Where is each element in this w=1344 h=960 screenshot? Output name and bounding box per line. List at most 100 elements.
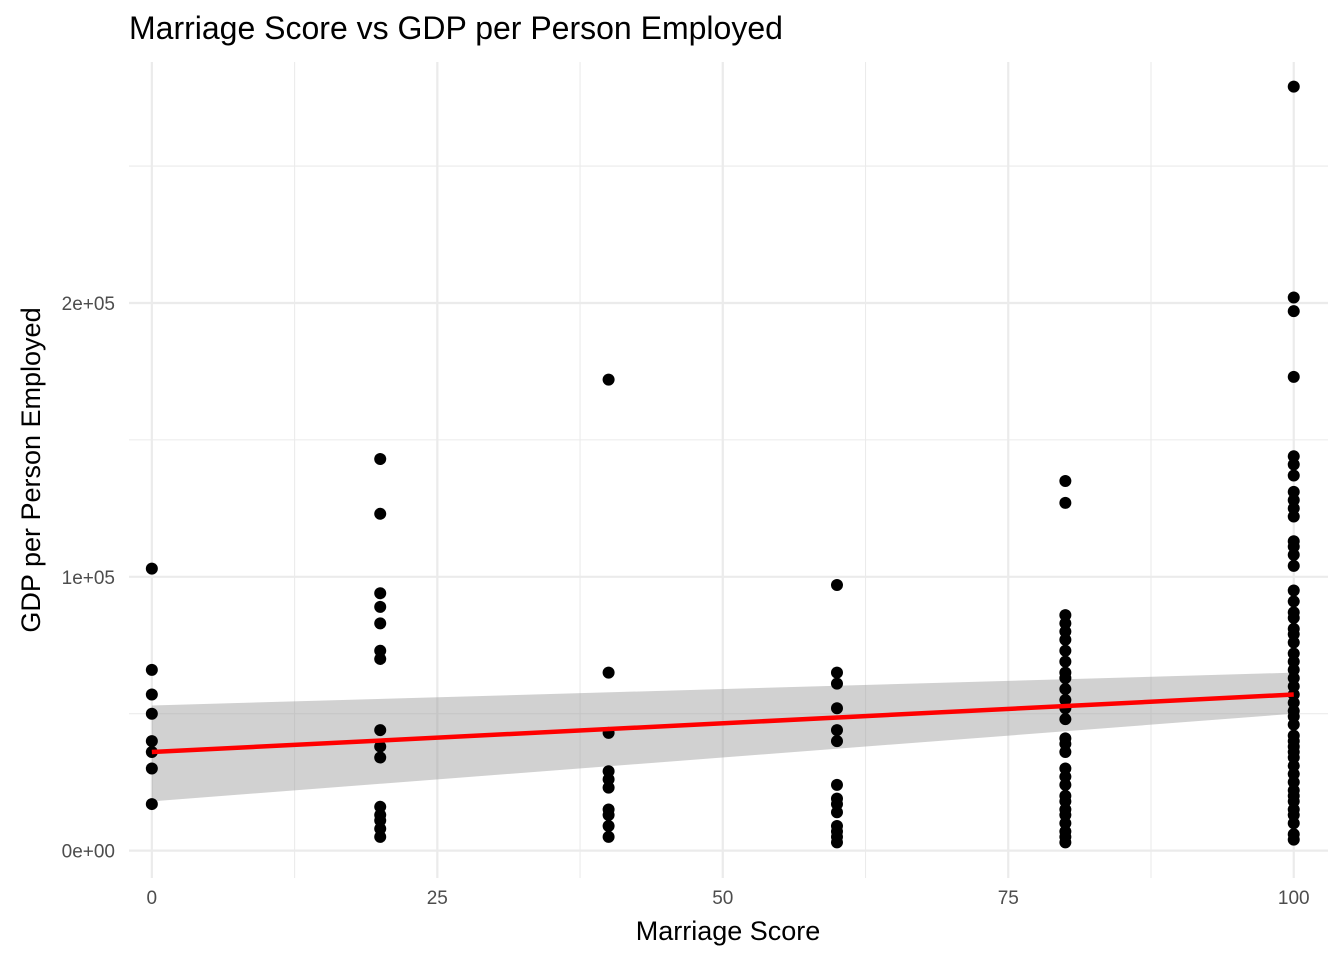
regression-line: [151, 692, 1294, 755]
data-point: [602, 666, 615, 679]
data-point: [1287, 776, 1300, 789]
data-point: [1059, 778, 1072, 791]
data-point: [1287, 655, 1300, 668]
x-tick-label: 100: [1278, 888, 1310, 909]
data-point: [830, 677, 843, 690]
data-point: [1287, 663, 1300, 676]
x-axis-ticks: 0 25 50 75 100: [147, 888, 1310, 909]
data-point: [374, 600, 387, 613]
data-point: [1287, 833, 1300, 846]
data-point: [374, 587, 387, 600]
data-point: [830, 724, 843, 737]
data-point: [374, 830, 387, 843]
data-point: [145, 707, 158, 720]
data-point: [1287, 291, 1300, 304]
data-point: [1287, 469, 1300, 482]
data-point: [1287, 502, 1300, 515]
y-axis-title: GDP per Person Employed: [16, 307, 46, 632]
data-point: [1287, 718, 1300, 731]
minor-gridlines: [129, 62, 1328, 878]
data-point: [1287, 628, 1300, 641]
data-point: [830, 735, 843, 748]
data-point: [602, 809, 615, 822]
data-point: [145, 762, 158, 775]
confidence-band-layer: [151, 672, 1294, 802]
data-point: [1059, 737, 1072, 750]
data-point: [1059, 694, 1072, 707]
data-point: [374, 453, 387, 466]
y-tick-label: 1e+05: [62, 568, 115, 589]
confidence-band: [151, 672, 1294, 802]
data-point: [1287, 510, 1300, 523]
data-point: [374, 814, 387, 827]
data-point: [1059, 617, 1072, 630]
data-point: [145, 663, 158, 676]
x-tick-label: 25: [427, 888, 448, 909]
data-point: [1287, 595, 1300, 608]
data-point: [374, 751, 387, 764]
data-point: [374, 800, 387, 813]
y-tick-label: 2e+05: [62, 294, 115, 315]
data-point: [1059, 609, 1072, 622]
data-point: [1287, 370, 1300, 383]
data-point: [1059, 672, 1072, 685]
data-point: [1287, 767, 1300, 780]
data-point: [1059, 817, 1072, 830]
data-point: [1287, 696, 1300, 709]
data-point: [145, 562, 158, 575]
data-point: [374, 740, 387, 753]
data-point: [1287, 305, 1300, 318]
data-point: [1059, 746, 1072, 759]
data-point: [374, 652, 387, 665]
x-tick-label: 50: [712, 888, 733, 909]
data-point: [374, 724, 387, 737]
data-point: [1287, 584, 1300, 597]
data-point: [1287, 672, 1300, 685]
data-point: [602, 773, 615, 786]
data-point: [1287, 809, 1300, 822]
data-point: [1287, 817, 1300, 830]
data-point: [1287, 80, 1300, 93]
data-point: [1287, 559, 1300, 572]
data-point: [1287, 540, 1300, 553]
data-point: [1287, 710, 1300, 723]
data-point: [1059, 809, 1072, 822]
data-point: [1059, 496, 1072, 509]
data-point: [602, 765, 615, 778]
data-point: [830, 778, 843, 791]
data-point: [1287, 636, 1300, 649]
data-point: [374, 507, 387, 520]
data-point: [374, 822, 387, 835]
data-point: [1059, 683, 1072, 696]
data-point: [374, 644, 387, 657]
data-point: [145, 798, 158, 811]
data-point: [1287, 680, 1300, 693]
data-point: [602, 781, 615, 794]
data-point: [1059, 770, 1072, 783]
data-point: [1287, 759, 1300, 772]
data-point: [1287, 611, 1300, 624]
data-point: [830, 806, 843, 819]
data-point: [1059, 625, 1072, 638]
data-point: [1287, 795, 1300, 808]
data-point: [1059, 633, 1072, 646]
data-point: [830, 666, 843, 679]
y-tick-label: 0e+00: [62, 842, 115, 863]
data-point: [602, 830, 615, 843]
data-point: [1287, 458, 1300, 471]
data-point: [602, 373, 615, 386]
data-point: [1059, 474, 1072, 487]
major-gridlines: [129, 62, 1328, 878]
data-point: [1059, 836, 1072, 849]
data-point: [1287, 450, 1300, 463]
data-point: [1059, 762, 1072, 775]
data-point: [1059, 644, 1072, 657]
data-point: [830, 579, 843, 592]
data-point: [1059, 795, 1072, 808]
trend-line-layer: [151, 692, 1294, 755]
data-point: [830, 836, 843, 849]
x-axis-title: Marriage Score: [636, 916, 821, 946]
chart-title: Marriage Score vs GDP per Person Employe…: [129, 10, 783, 46]
data-point: [1287, 485, 1300, 498]
